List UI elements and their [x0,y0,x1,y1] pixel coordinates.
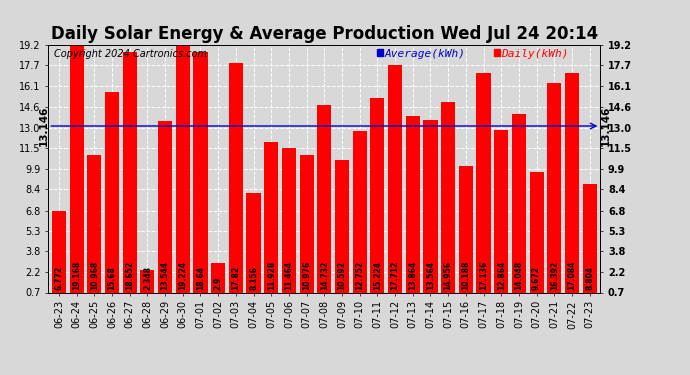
Text: Average(kWh): Average(kWh) [385,49,466,59]
Bar [193,53,208,302]
Text: 6.772: 6.772 [55,266,63,291]
Text: 14.048: 14.048 [515,261,524,291]
Text: 17.82: 17.82 [231,266,240,291]
Text: 13.544: 13.544 [161,261,170,291]
Text: 17.084: 17.084 [567,261,576,291]
Text: 15.224: 15.224 [373,261,382,291]
Bar [246,193,261,302]
Text: 8.804: 8.804 [585,266,594,291]
Bar [211,263,225,302]
Text: 10.188: 10.188 [462,261,471,291]
Text: 13.564: 13.564 [426,261,435,291]
Text: 11.928: 11.928 [267,261,276,291]
Text: 10.968: 10.968 [90,261,99,291]
Text: 9.672: 9.672 [532,267,541,291]
Text: 18.64: 18.64 [196,267,205,291]
Text: 2.9: 2.9 [214,277,223,291]
Text: 10.592: 10.592 [337,261,346,291]
Bar [494,49,500,56]
Bar [424,120,437,302]
Bar [123,53,137,302]
Text: 18.652: 18.652 [125,261,134,291]
Text: 13.146: 13.146 [39,106,49,146]
Text: 19.168: 19.168 [72,261,81,291]
Bar [335,160,349,302]
Text: 11.464: 11.464 [284,261,293,291]
Bar [299,155,314,302]
Bar [441,102,455,302]
Bar [529,172,544,302]
Bar [565,73,579,302]
Bar [140,270,155,302]
Bar [105,92,119,302]
Text: 12.864: 12.864 [497,261,506,291]
Bar [176,45,190,302]
Bar [371,98,384,302]
Text: Daily(kWh): Daily(kWh) [501,49,569,59]
Bar [229,63,243,302]
Text: 2.348: 2.348 [143,267,152,291]
Bar [406,116,420,302]
Bar [512,114,526,302]
Text: 17.136: 17.136 [479,261,488,291]
Bar [459,166,473,302]
Bar [477,73,491,302]
Text: 10.976: 10.976 [302,261,311,291]
Bar [547,82,562,302]
Text: 14.732: 14.732 [319,261,329,291]
Bar [317,105,331,302]
Bar [282,148,296,302]
Text: 8.156: 8.156 [249,267,258,291]
Bar [70,45,83,302]
Bar [494,130,509,302]
Text: 15.68: 15.68 [108,267,117,291]
Bar [158,121,172,302]
Text: Copyright 2024 Cartronics.com: Copyright 2024 Cartronics.com [54,49,207,59]
Bar [87,155,101,302]
Bar [353,131,367,302]
Text: 12.752: 12.752 [355,261,364,291]
Bar [52,211,66,302]
Bar [582,184,597,302]
Text: 16.392: 16.392 [550,261,559,291]
Bar [264,142,278,302]
Text: 19.224: 19.224 [178,261,187,291]
Text: 13.146: 13.146 [601,106,611,146]
Text: 13.864: 13.864 [408,261,417,291]
Text: 14.956: 14.956 [444,261,453,291]
Bar [388,65,402,302]
Bar [377,49,384,56]
Title: Daily Solar Energy & Average Production Wed Jul 24 20:14: Daily Solar Energy & Average Production … [50,26,598,44]
Text: 17.712: 17.712 [391,261,400,291]
